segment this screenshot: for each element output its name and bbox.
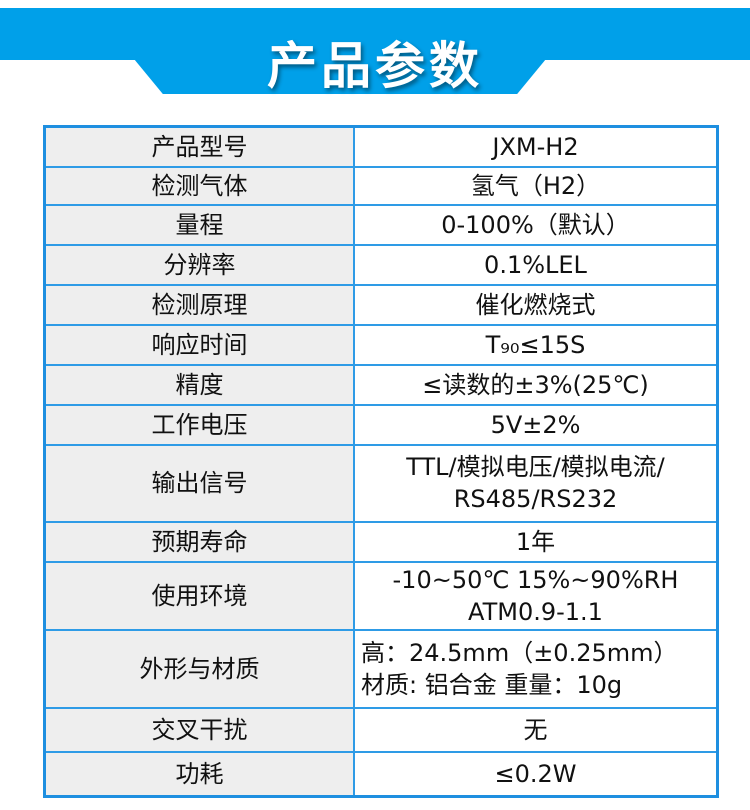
spec-value: T₉₀≤15S xyxy=(353,323,719,366)
header-tab xyxy=(134,59,546,94)
table-row: 分辨率 0.1%LEL xyxy=(44,243,719,286)
spec-value-line: 1年 xyxy=(515,527,556,556)
spec-value-line: 0.1%LEL xyxy=(484,250,587,279)
table-row: 量程 0-100%（默认） xyxy=(44,203,719,246)
spec-label: 工作电压 xyxy=(44,403,355,446)
spec-value-line: 0-100%（默认） xyxy=(441,210,630,239)
table-row: 产品型号 JXM-H2 xyxy=(44,125,719,168)
spec-label: 精度 xyxy=(44,363,355,406)
spec-value-line: RS485/RS232 xyxy=(453,485,618,513)
spec-value-line: 无 xyxy=(523,715,548,744)
spec-value: ≤读数的±3%(25℃) xyxy=(353,363,719,406)
spec-value-line: 高：24.5mm（±0.25mm） xyxy=(361,638,678,667)
spec-label: 预期寿命 xyxy=(44,520,355,563)
table-row: 响应时间 T₉₀≤15S xyxy=(44,323,719,366)
spec-value-line: 氢气（H2） xyxy=(470,171,601,200)
spec-value: 氢气（H2） xyxy=(353,165,719,206)
header-band xyxy=(0,8,750,60)
spec-value: TTL/模拟电压/模拟电流/RS485/RS232 xyxy=(353,443,719,523)
table-row: 交叉干扰 无 xyxy=(44,706,719,753)
table-row: 输出信号 TTL/模拟电压/模拟电流/RS485/RS232 xyxy=(44,443,719,523)
spec-value-line: 5V±2% xyxy=(490,410,581,439)
spec-label: 量程 xyxy=(44,203,355,246)
spec-value-line: TTL/模拟电压/模拟电流/ xyxy=(406,453,665,481)
spec-value: JXM-H2 xyxy=(353,125,719,168)
spec-value: 1年 xyxy=(353,520,719,563)
table-row: 精度 ≤读数的±3%(25℃) xyxy=(44,363,719,406)
spec-label: 外形与材质 xyxy=(44,628,355,709)
spec-value: 0-100%（默认） xyxy=(353,203,719,246)
table-row: 使用环境 -10~50℃ 15%~90%RH ATM0.9-1.1 xyxy=(44,560,719,631)
spec-label: 检测原理 xyxy=(44,283,355,326)
spec-value: -10~50℃ 15%~90%RH ATM0.9-1.1 xyxy=(353,560,719,631)
spec-label: 使用环境 xyxy=(44,560,355,631)
spec-value: 0.1%LEL xyxy=(353,243,719,286)
spec-label: 产品型号 xyxy=(44,125,355,168)
table-row: 检测原理 催化燃烧式 xyxy=(44,283,719,326)
spec-label: 响应时间 xyxy=(44,323,355,366)
spec-label: 交叉干扰 xyxy=(44,706,355,753)
spec-value-line: JXM-H2 xyxy=(492,132,579,161)
spec-value: ≤0.2W xyxy=(353,750,719,798)
table-row: 外形与材质 高：24.5mm（±0.25mm） 材质: 铝合金 重量：10g xyxy=(44,628,719,709)
spec-label: 输出信号 xyxy=(44,443,355,523)
table-row: 功耗 ≤0.2W xyxy=(44,750,719,798)
table-row: 检测气体 氢气（H2） xyxy=(44,165,719,206)
spec-value-line: ≤读数的±3%(25℃) xyxy=(422,370,649,399)
spec-value: 无 xyxy=(353,706,719,753)
spec-value-line: -10~50℃ 15%~90%RH xyxy=(392,565,679,594)
spec-value-line: ≤0.2W xyxy=(494,759,577,788)
spec-value: 高：24.5mm（±0.25mm） 材质: 铝合金 重量：10g xyxy=(353,628,719,709)
spec-value-line: T₉₀≤15S xyxy=(485,330,586,359)
spec-label: 功耗 xyxy=(44,750,355,798)
spec-value-line: 催化燃烧式 xyxy=(475,290,596,319)
spec-label: 分辨率 xyxy=(44,243,355,286)
table-row: 预期寿命 1年 xyxy=(44,520,719,563)
page-title: 产品参数 xyxy=(267,37,483,95)
spec-value-line: ATM0.9-1.1 xyxy=(468,597,603,626)
spec-value-line: 材质: 铝合金 重量：10g xyxy=(361,670,623,699)
spec-label: 检测气体 xyxy=(44,165,355,206)
spec-table: 产品型号 JXM-H2 检测气体 氢气（H2） 量程 0-100%（默认） 分辨率 0.1%L… xyxy=(43,125,719,798)
table-row: 工作电压 5V±2% xyxy=(44,403,719,446)
spec-value: 5V±2% xyxy=(353,403,719,446)
spec-value: 催化燃烧式 xyxy=(353,283,719,326)
